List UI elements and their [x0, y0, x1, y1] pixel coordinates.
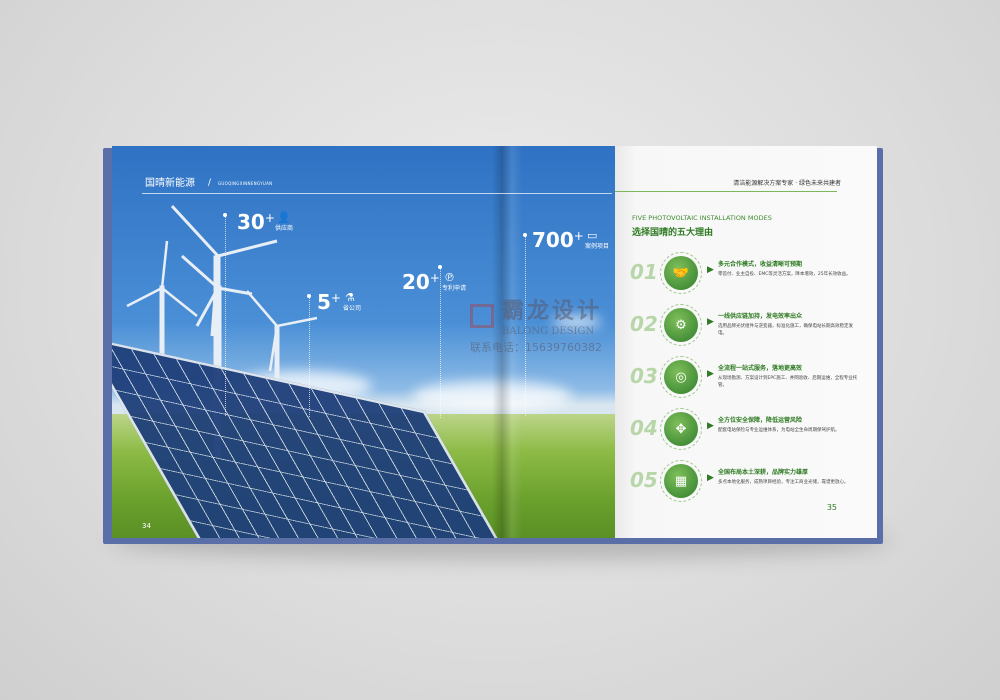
stat-label: 省公司 [343, 305, 362, 312]
handshake-icon: 🤝 [664, 256, 698, 290]
page-number: 35 [826, 503, 837, 512]
building-badge-icon: ▦ [664, 464, 698, 498]
turbine [246, 290, 318, 397]
page-number: 34 [142, 522, 151, 530]
stat-patents: 20+ ℗ 专利申请 [402, 270, 466, 294]
right-page: 清洁能源解决方案专家 · 绿色未来共建者 FIVE PHOTOVOLTAIC I… [615, 146, 877, 538]
item-icon-circle: ⚙ [660, 304, 702, 346]
item-title: 全流程一站式服务，落地更高效 [718, 365, 803, 372]
patent-icon: ℗ [444, 271, 455, 284]
triangle-arrow-icon: ▶ [707, 369, 714, 379]
item-icon-circle: ◎ [660, 356, 702, 398]
triangle-arrow-icon: ▶ [707, 421, 714, 431]
stat-suffix: + [573, 229, 584, 243]
item-icon-circle: ✥ [660, 408, 702, 450]
heading-en: FIVE PHOTOVOLTAIC INSTALLATION MODES [632, 214, 772, 222]
cloud [412, 381, 572, 411]
stat-label: 供应商 [275, 225, 294, 232]
item-number: 03 [630, 364, 658, 388]
item-icon-circle: 🤝 [660, 252, 702, 294]
stat-suppliers: 30+ 👤 供应商 [237, 210, 293, 234]
item-icon-circle: ▦ [660, 460, 702, 502]
item-number: 05 [630, 468, 658, 492]
item-number: 01 [630, 260, 658, 284]
header-line [142, 182, 612, 194]
wind-turbines [126, 204, 318, 457]
item-title: 一线供应链加持，发电效率出众 [718, 313, 803, 320]
stat-label: 案例项目 [585, 243, 610, 250]
stat-number: 700 [532, 228, 574, 252]
item-description: 多点本地化服务，成熟项目经验，专注工商业光储，靠谱更放心。 [718, 480, 849, 485]
stat-pointer [523, 233, 527, 416]
header-line [615, 191, 837, 192]
stat-pointer [223, 213, 227, 416]
book-gutter [492, 146, 522, 538]
item-number: 02 [630, 312, 658, 336]
item-number: 04 [630, 416, 658, 440]
stat-number: 20 [402, 270, 430, 294]
item-description: 零首付、业主自投、EMC等灵活方案，降本增效，25年长效收益。 [718, 272, 851, 277]
triangle-arrow-icon: ▶ [707, 473, 714, 483]
stat-number: 30 [237, 210, 265, 234]
left-page: 国晴新能源 / GUOQINGXINNENGYUAN 30+ 👤 供应商 5+ … [112, 146, 615, 538]
item-title: 多元合作模式，收益清晰可预期 [718, 261, 803, 268]
item-title: 全方位安全保障，降低运营风险 [718, 417, 803, 424]
item-description: 配套电站保险与专业运维体系，为电站全生命周期保驾护航。 [718, 428, 840, 433]
reason-item: 05 ▦ ▶ 全国布局本土深耕，品牌实力雄厚 多点本地化服务，成熟项目经验，专注… [630, 460, 870, 506]
cloud [552, 316, 602, 328]
stat-suffix: + [330, 291, 341, 305]
stat-suffix: + [429, 271, 440, 285]
user-icon: 👤 [277, 211, 291, 224]
reason-item: 02 ⚙ ▶ 一线供应链加持，发电效率出众 选用品牌光伏组件与逆变器，标准化施工… [630, 304, 870, 350]
stat-provinces: 5+ ⚗ 省公司 [317, 290, 361, 314]
watermark-cn: 霸龙设计 [502, 299, 603, 324]
brand-name: 国晴新能源 [145, 178, 195, 189]
factory-icon: ⚙ [664, 308, 698, 342]
stat-cases: 700+ ▭ 案例项目 [532, 228, 609, 252]
triangle-arrow-icon: ▶ [707, 317, 714, 327]
stat-pointer [307, 294, 311, 417]
tagline: 清洁能源解决方案专家 · 绿色未来共建者 [733, 180, 841, 187]
reason-item: 03 ◎ ▶ 全流程一站式服务，落地更高效 从现场勘测、方案设计到EPC施工、并… [630, 356, 870, 402]
stat-number: 5 [317, 290, 331, 314]
triangle-arrow-icon: ▶ [707, 265, 714, 275]
brand-name-en: GUOQINGXINNENGYUAN [218, 181, 273, 186]
reason-item: 04 ✥ ▶ 全方位安全保障，降低运营风险 配套电站保险与专业运维体系，为电站全… [630, 408, 870, 454]
item-title: 全国布局本土深耕，品牌实力雄厚 [718, 469, 809, 476]
folder-icon: ▭ [587, 229, 598, 242]
turbine [170, 204, 278, 457]
item-description: 从现场勘测、方案设计到EPC施工、并网验收、后期运维，全程专业托管。 [718, 376, 858, 389]
heading-cn: 选择国晴的五大理由 [632, 228, 714, 238]
flask-icon: ⚗ [345, 291, 355, 304]
watermark-logo [470, 304, 494, 328]
stat-pointer [438, 265, 442, 418]
stat-suffix: + [264, 211, 275, 225]
watermark-en: BALONG DESIGN [502, 326, 595, 337]
shield-network-icon: ✥ [664, 412, 698, 446]
watermark-contact: 联系电话：15639760382 [470, 341, 602, 354]
separator: / [208, 178, 212, 188]
stat-label: 专利申请 [442, 285, 467, 292]
network-icon: ◎ [664, 360, 698, 394]
item-description: 选用品牌光伏组件与逆变器，标准化施工，确保电站长期高效稳定发电。 [718, 324, 853, 337]
reason-item: 01 🤝 ▶ 多元合作模式，收益清晰可预期 零首付、业主自投、EMC等灵活方案，… [630, 252, 870, 298]
